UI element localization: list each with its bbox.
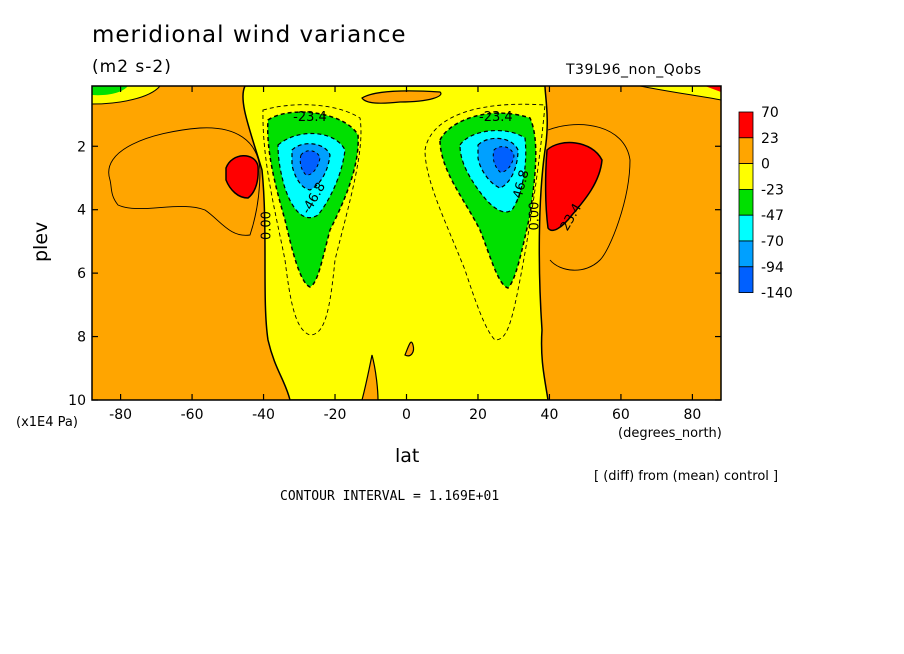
color-legend: 70 23 0 -23 -47 -70 -94 -140 [739,105,793,302]
x-tick-label: 0 [402,407,411,423]
chart-title: meridional wind variance [92,22,407,48]
x-axis-unit: (degrees_north) [618,426,722,441]
diff-note: [ (diff) from (mean) control ] [594,469,778,484]
y-axis-label: plev [30,222,52,262]
legend-swatch [739,215,753,241]
x-tick-label: -40 [252,407,275,423]
x-tick-label: 80 [683,407,701,423]
legend-level-label: -47 [761,208,784,224]
x-tick-label: -60 [181,407,204,423]
x-tick-label: -80 [109,407,132,423]
x-tick-label: -20 [324,407,347,423]
y-tick-label: 2 [77,139,86,155]
y-tick-label: 4 [77,203,86,219]
x-axis-label: lat [395,445,419,467]
legend-level-label: -140 [761,286,793,302]
filled-contours [92,86,721,400]
legend-level-label: 0 [761,157,770,173]
legend-level-label: -23 [761,182,784,198]
contour-label: -23.4 [479,110,513,125]
legend-swatch [739,241,753,267]
x-tick-label: 60 [612,407,630,423]
contour-label: -23.4 [293,110,327,125]
contour-label: 0.00 [528,202,543,231]
legend-level-label: -70 [761,234,784,250]
y-tick-label: 8 [77,330,86,346]
contour-interval: CONTOUR INTERVAL = 1.169E+01 [280,489,499,504]
run-label: T39L96_non_Qobs [566,62,702,78]
legend-swatch [739,267,753,293]
legend-level-label: -94 [761,260,784,276]
legend-level-label: 70 [761,105,779,121]
y-tick-label: 6 [77,266,86,282]
legend-level-label: 23 [761,131,779,147]
legend-swatch [739,138,753,164]
x-tick-label: 40 [541,407,559,423]
legend-swatch [739,112,753,138]
x-tick-label: 20 [469,407,487,423]
legend-swatch [739,164,753,190]
contour-label: 0.00 [260,211,275,240]
legend-swatch [739,189,753,215]
y-tick-label: 10 [68,393,86,409]
chart-units: (m2 s-2) [92,57,172,77]
y-axis-unit: (x1E4 Pa) [16,415,78,430]
